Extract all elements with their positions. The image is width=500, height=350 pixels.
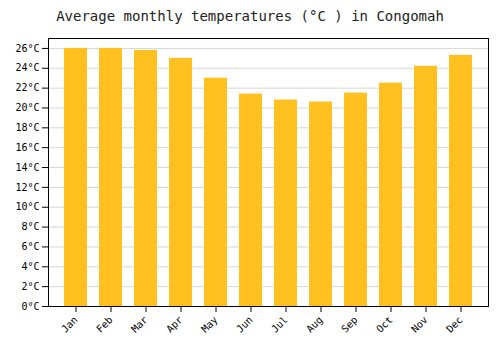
svg-text:10°C: 10°C [15,201,39,212]
svg-text:26°C: 26°C [15,43,39,54]
svg-text:22°C: 22°C [15,82,39,93]
svg-text:0°C: 0°C [21,301,39,312]
svg-text:Jan: Jan [59,314,80,335]
svg-text:Jun: Jun [234,314,255,335]
svg-text:Aug: Aug [304,314,325,335]
svg-text:4°C: 4°C [21,261,39,272]
svg-text:Feb: Feb [94,314,115,335]
html-text:Average monthly temperatures (: Average monthly temperatures (°C ) in Co… [56,8,444,24]
svg-text:May: May [199,314,220,335]
svg-text:Dec: Dec [444,314,465,335]
svg-text:20°C: 20°C [15,102,39,113]
svg-text:18°C: 18°C [15,122,39,133]
svg-text:Sep: Sep [339,314,360,335]
svg-text:Apr: Apr [164,314,185,335]
svg-text:8°C: 8°C [21,221,39,232]
svg-text:12°C: 12°C [15,182,39,193]
svg-text:Mar: Mar [129,314,150,335]
svg-text:16°C: 16°C [15,142,39,153]
svg-text:Oct: Oct [374,314,395,335]
svg-text:6°C: 6°C [21,241,39,252]
svg-text:14°C: 14°C [15,162,39,173]
svg-text:24°C: 24°C [15,62,39,73]
svg-text:Jul: Jul [269,314,290,335]
svg-text:Nov: Nov [409,314,430,335]
svg-text:2°C: 2°C [21,281,39,292]
